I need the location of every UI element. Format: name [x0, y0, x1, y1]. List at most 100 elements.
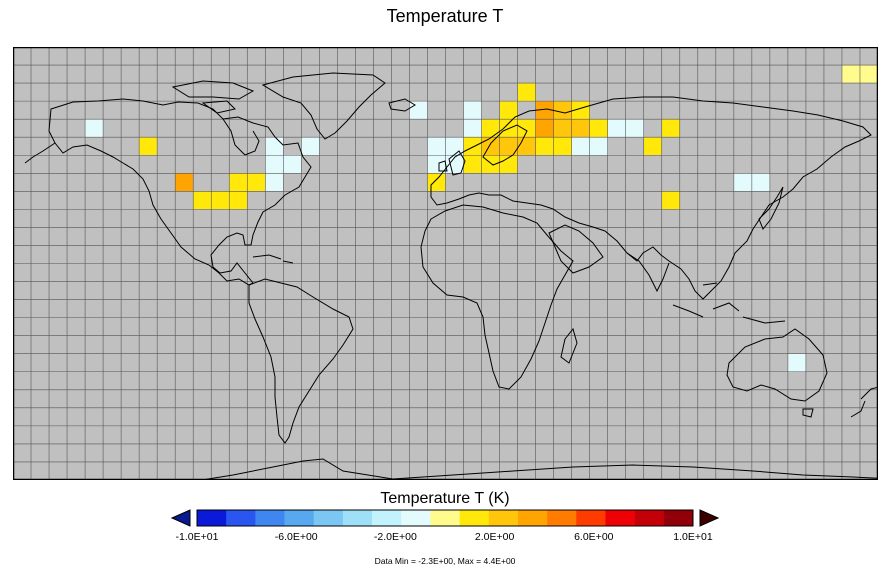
data-cell-42: [517, 83, 536, 102]
data-cell-40: [499, 137, 518, 156]
colorbar-bin-2: [255, 510, 285, 526]
colorbar-tick-label: -2.0E+00: [373, 531, 417, 543]
data-cell-19: [427, 137, 446, 156]
data-cell-7: [211, 191, 230, 210]
colorbar-bin-12: [547, 510, 577, 526]
data-cell-60: [571, 137, 590, 156]
chart-title: Temperature T: [386, 6, 504, 26]
coastline-scandinavia: [482, 124, 528, 166]
colorbar-bin-13: [576, 510, 606, 526]
data-cell-65: [643, 137, 662, 156]
colorbar-bin-3: [284, 510, 315, 526]
data-cell-9: [229, 173, 248, 192]
colorbar-tick-label: 6.0E+00: [574, 531, 614, 543]
colorbar-title: Temperature T (K): [380, 490, 510, 507]
data-cell-46: [517, 137, 536, 156]
data-cell-53: [553, 101, 572, 120]
data-cell-66: [661, 119, 680, 138]
colorbar-frame: [196, 509, 694, 527]
colorbar-tick-label: 2.0E+00: [474, 531, 515, 543]
coastline-africa: [420, 204, 574, 390]
data-cell-71: [787, 353, 806, 372]
data-cell-5: [175, 173, 194, 192]
data-cell-64: [625, 119, 644, 138]
lat-lon-grid: [13, 47, 878, 480]
colorbar-bin-6: [372, 510, 402, 526]
data-cell-48: [535, 119, 554, 138]
data-cell-29: [463, 137, 482, 156]
colorbar-tick-label: -6.0E+00: [274, 531, 318, 543]
coastline-india: [626, 252, 670, 293]
data-cell-20: [427, 155, 446, 174]
coastline-eurasia: [430, 96, 872, 300]
data-cell-70: [751, 173, 770, 192]
data-cell-27: [463, 119, 482, 138]
data-cell-1: [859, 65, 878, 84]
coastline-caribbean: [252, 254, 294, 264]
colorbar-bin-10: [488, 510, 519, 526]
data-cell-0: [841, 65, 860, 84]
colorbar-bin-16: [663, 510, 694, 526]
data-cells: [85, 65, 878, 372]
colorbar-bin-0: [197, 510, 227, 526]
coastline-greenland: [261, 72, 386, 140]
data-cell-34: [481, 137, 500, 156]
data-cell-54: [553, 119, 572, 138]
data-cell-21: [427, 173, 446, 192]
coastline-tasmania: [802, 408, 814, 418]
colorbar-bins: [196, 509, 694, 527]
colorbar-tick-label: -1.0E+01: [175, 531, 219, 543]
data-cell-26: [463, 101, 482, 120]
colorbar-bin-7: [401, 510, 431, 526]
colorbar-bin-11: [517, 510, 548, 526]
data-cell-58: [571, 119, 590, 138]
data-cell-51: [535, 137, 554, 156]
data-cell-10: [247, 173, 266, 192]
data-cell-36: [499, 101, 518, 120]
coastline-british-isles: [438, 150, 466, 176]
colorbar-under-arrow: [170, 509, 191, 527]
data-cell-15: [283, 155, 302, 174]
data-cell-68: [733, 173, 752, 192]
data-cell-8: [229, 191, 248, 210]
data-cell-3: [85, 119, 104, 138]
colorbar-bin-14: [605, 510, 635, 526]
colorbar-bin-1: [226, 510, 256, 526]
colorbar: [170, 509, 720, 527]
colorbar-bin-15: [634, 510, 665, 526]
colorbar-bin-4: [313, 510, 344, 526]
coastline-japan: [758, 186, 784, 230]
data-cell-47: [535, 101, 554, 120]
data-cell-22: [445, 155, 464, 174]
data-cell-14: [265, 155, 284, 174]
data-cell-56: [553, 137, 572, 156]
data-cell-62: [589, 137, 608, 156]
data-cell-6: [193, 191, 212, 210]
data-cell-57: [571, 101, 590, 120]
map-frame: [13, 47, 878, 480]
coastline-iceland: [388, 98, 416, 112]
data-cell-41: [499, 155, 518, 174]
colorbar-bin-8: [430, 510, 460, 526]
data-cell-67: [661, 191, 680, 210]
data-min-max: Data Min = -2.3E+00, Max = 4.4E+00: [374, 556, 516, 566]
colorbar-over-arrow: [699, 509, 720, 527]
colorbar-tick-label: 1.0E+01: [673, 531, 713, 543]
data-cell-63: [607, 119, 626, 138]
colorbar-bin-5: [342, 510, 373, 526]
coastline-hudson-bay: [222, 118, 260, 156]
data-cell-16: [301, 137, 320, 156]
coastline-south-america: [248, 278, 354, 444]
coastline-arctic-islands: [171, 80, 255, 114]
data-cell-30: [463, 155, 482, 174]
coastline-australia: [726, 328, 828, 402]
data-cell-25: [445, 137, 464, 156]
data-cell-12: [265, 173, 284, 192]
coastline-indonesia: [672, 282, 786, 324]
data-cell-61: [589, 119, 608, 138]
coastline-arabia: [548, 224, 604, 274]
coastline-north-america: [48, 98, 312, 286]
coastline-madagascar: [560, 327, 578, 364]
colorbar-bin-9: [459, 510, 490, 526]
data-cell-17: [265, 137, 284, 156]
